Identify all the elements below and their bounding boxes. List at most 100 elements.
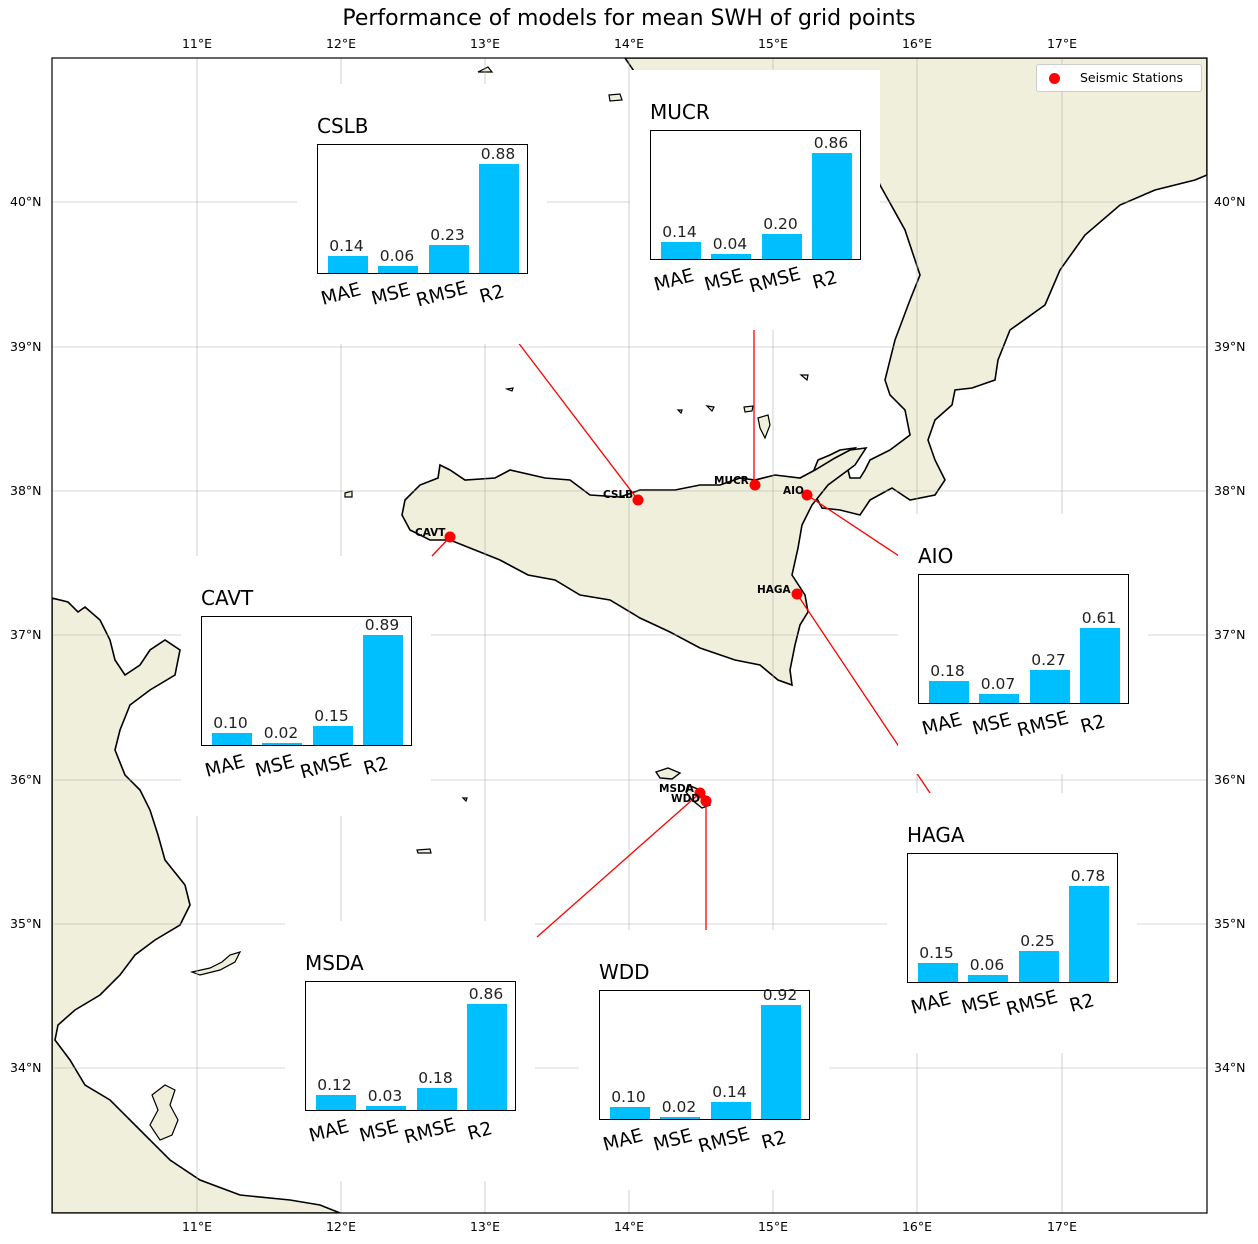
inset-axes — [317, 144, 528, 274]
data-label: 0.86 — [813, 133, 849, 152]
data-label: 0.92 — [762, 986, 798, 1005]
inset-title: AIO — [918, 544, 954, 568]
x-tick-top: 13°E — [469, 36, 501, 51]
legend: Seismic Stations — [1036, 64, 1202, 92]
data-label: 0.15 — [314, 707, 349, 726]
station-marker-mucr — [749, 479, 761, 491]
y-tick-left: 37°N — [10, 627, 42, 642]
data-label: 0.89 — [364, 616, 400, 635]
station-label-haga: HAGA — [757, 584, 791, 596]
x-tick-top: 17°E — [1046, 36, 1078, 51]
station-marker-haga — [791, 588, 803, 600]
x-tick-bottom: 16°E — [901, 1219, 933, 1234]
y-tick-left: 40°N — [10, 194, 42, 209]
inset-chart-wdd: WDD 0.10 MAE 0.02 MSE 0.14 RMSE 0.92 R2 — [579, 930, 829, 1190]
x-tick-top: 14°E — [613, 36, 645, 51]
data-label: 0.61 — [1081, 608, 1117, 627]
x-tick-bottom: 13°E — [469, 1219, 501, 1234]
inset-axes — [907, 853, 1118, 983]
x-tick-top: 16°E — [901, 36, 933, 51]
legend-marker-icon — [1049, 73, 1060, 84]
map-title: Performance of models for mean SWH of gr… — [342, 6, 916, 31]
data-label: 0.20 — [763, 215, 798, 234]
inset-title: MSDA — [305, 951, 364, 975]
bar-mae — [609, 1106, 650, 1119]
inset-axes — [305, 981, 516, 1111]
inset-title: WDD — [599, 960, 650, 984]
bar-rmse — [1018, 951, 1059, 982]
data-label: 0.10 — [213, 713, 248, 732]
map-frame — [51, 57, 1208, 1214]
bar-mse — [968, 974, 1008, 982]
station-marker-cslb — [632, 494, 644, 506]
inset-axes — [650, 130, 861, 260]
inset-chart-mucr: MUCR 0.14 MAE 0.04 MSE 0.20 RMSE 0.86 R2 — [630, 70, 880, 330]
station-label-mucr: MUCR — [714, 475, 749, 487]
inset-title: CSLB — [317, 114, 369, 138]
station-label-cslb: CSLB — [603, 489, 634, 501]
bar-rmse — [1029, 669, 1070, 703]
bar-r2 — [1069, 885, 1109, 982]
data-label: 0.06 — [969, 955, 1005, 974]
bar-mae — [315, 1095, 356, 1110]
y-tick-right: 37°N — [1214, 627, 1246, 642]
djerba — [149, 1084, 179, 1141]
y-tick-left: 34°N — [10, 1060, 42, 1075]
station-label-aio: AIO — [783, 485, 804, 497]
y-tick-right: 34°N — [1214, 1060, 1246, 1075]
bar-r2 — [761, 1005, 801, 1119]
data-label: 0.78 — [1070, 866, 1106, 885]
inset-title: MUCR — [650, 100, 710, 124]
inset-chart-aio: AIO 0.18 MAE 0.07 MSE 0.27 RMSE 0.61 R2 — [898, 514, 1148, 774]
data-label: 0.10 — [611, 1087, 646, 1106]
x-tick-top: 11°E — [181, 36, 213, 51]
connector-lines — [431, 320, 931, 938]
inset-title: HAGA — [907, 823, 965, 847]
inset-chart-msda: MSDA 0.12 MAE 0.03 MSE 0.18 RMSE 0.86 R2 — [285, 921, 535, 1181]
connector-msda — [536, 792, 701, 938]
bar-mae — [917, 963, 958, 982]
inset-title: CAVT — [201, 586, 254, 610]
data-label: 0.14 — [329, 236, 364, 255]
y-tick-right: 35°N — [1214, 916, 1246, 931]
x-tick-bottom: 14°E — [613, 1219, 645, 1234]
sicily — [401, 446, 868, 687]
connector-aio — [806, 494, 900, 557]
data-label: 0.23 — [430, 225, 465, 244]
bar-rmse — [312, 726, 353, 745]
station-marker-msda — [694, 787, 706, 799]
gozo — [654, 767, 682, 780]
bar-mse — [262, 742, 302, 745]
kerkennah — [189, 951, 242, 976]
bar-mse — [979, 694, 1019, 703]
station-marker-cavt — [444, 531, 456, 543]
bar-rmse — [428, 244, 469, 273]
bar-r2 — [1080, 627, 1120, 703]
data-label: 0.25 — [1020, 932, 1055, 951]
data-label: 0.02 — [661, 1097, 697, 1116]
bar-mse — [366, 1106, 406, 1110]
y-tick-left: 39°N — [10, 339, 42, 354]
inset-chart-cavt: CAVT 0.10 MAE 0.02 MSE 0.15 RMSE 0.89 R2 — [181, 556, 431, 816]
data-label: 0.86 — [468, 984, 504, 1003]
bar-mse — [378, 265, 418, 273]
bar-r2 — [467, 1003, 507, 1110]
y-tick-right: 40°N — [1214, 194, 1246, 209]
data-label: 0.07 — [980, 675, 1016, 694]
inset-axes — [599, 990, 810, 1120]
station-label-msda: MSDA — [659, 783, 694, 795]
bar-mae — [327, 255, 368, 273]
data-label: 0.14 — [712, 1082, 747, 1101]
bar-mae — [928, 680, 969, 703]
station-marker-wdd — [700, 795, 712, 807]
y-tick-left: 35°N — [10, 916, 42, 931]
bar-r2 — [363, 635, 403, 745]
data-label: 0.15 — [919, 944, 954, 963]
y-tick-right: 36°N — [1214, 772, 1246, 787]
x-tick-bottom: 11°E — [181, 1219, 213, 1234]
station-label-wdd: WDD — [671, 793, 701, 805]
inset-chart-haga: HAGA 0.15 MAE 0.06 MSE 0.25 RMSE 0.78 R2 — [887, 793, 1137, 1053]
data-label: 0.14 — [662, 222, 697, 241]
bar-mse — [660, 1116, 700, 1119]
bar-rmse — [416, 1087, 457, 1110]
